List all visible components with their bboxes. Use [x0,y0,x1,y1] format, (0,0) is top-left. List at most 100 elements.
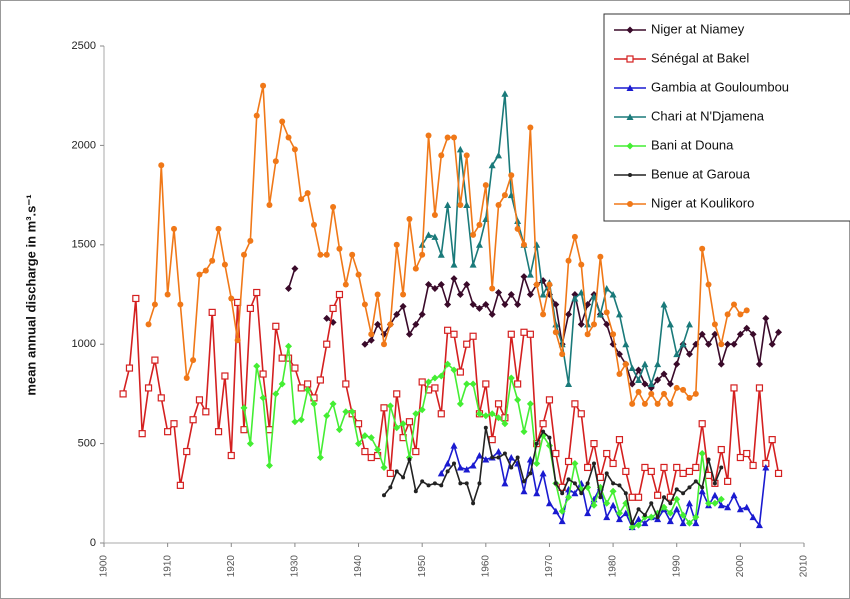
data-point [439,483,444,488]
data-point [470,231,477,238]
data-point [426,483,431,488]
data-point [673,505,681,513]
data-point [316,376,324,384]
data-point [590,501,598,509]
data-point [335,290,344,299]
data-point [298,196,305,203]
data-point [387,321,394,328]
data-point [469,461,477,469]
data-point [667,400,674,407]
series-line [243,346,722,529]
data-point [552,449,560,458]
data-point [514,217,522,224]
data-point [291,265,299,273]
legend-label: Niger at Niamey [651,21,745,36]
data-point [285,342,293,350]
y-axis-label: mean annual discharge in m³.s⁻¹ [23,194,38,395]
data-point [272,390,280,398]
data-point [381,341,387,348]
x-tick-label: 1900 [99,555,110,578]
data-point [329,304,337,313]
data-point [660,370,668,378]
data-point [603,499,611,507]
data-point [456,400,464,408]
data-point [693,479,698,484]
data-point [692,513,700,521]
series [119,288,783,501]
data-point [717,495,725,503]
x-tick-label: 1980 [608,555,619,578]
data-point [335,426,343,434]
x-tick-label: 1910 [162,555,173,578]
data-point [705,499,713,507]
data-point [514,380,522,388]
data-point [762,463,770,471]
data-point [458,481,463,486]
data-point [768,436,776,444]
data-point [666,380,674,388]
legend-marker [626,113,634,120]
data-point [635,521,643,529]
data-point [501,420,509,428]
data-point [717,445,725,454]
data-point [183,374,190,381]
data-point [456,463,464,471]
data-point [151,301,158,308]
data-point [418,310,426,318]
series [285,265,783,392]
data-point [399,302,407,310]
data-point [394,469,399,474]
data-point [566,477,571,482]
data-point [647,467,655,476]
data-point [630,521,635,526]
x-tick-label: 2000 [735,555,746,578]
data-point [158,162,165,169]
data-point [603,449,611,458]
data-point [311,221,317,228]
data-point [490,455,495,460]
data-point [685,320,693,328]
data-point [642,513,647,518]
data-point [768,340,776,348]
data-point [507,374,515,382]
data-point [603,320,611,328]
data-point [195,396,204,404]
data-point [584,331,591,338]
data-point [456,291,464,298]
data-point [654,400,661,407]
data-point [469,261,477,268]
data-point [681,491,686,496]
y-tick-label: 1000 [72,338,96,350]
data-point [704,471,713,480]
data-point [647,380,655,387]
legend-label: Chari at N'Djamena [651,108,765,123]
data-point [259,370,267,378]
data-point [736,453,744,462]
data-point [477,481,482,486]
data-point [641,400,648,407]
data-point [291,364,299,372]
data-point [634,493,643,501]
data-point [464,481,469,486]
data-point [736,330,744,338]
data-point [546,281,553,288]
data-point [501,192,508,199]
data-point [635,515,643,523]
data-point [450,261,458,268]
data-point [475,452,483,459]
data-point [616,371,623,378]
data-point [692,519,700,527]
data-point [323,251,330,258]
series [418,90,693,387]
y-tick-label: 2500 [72,40,96,52]
data-point [374,320,382,328]
data-point [259,394,267,402]
data-point [483,425,488,430]
data-point [285,285,293,293]
data-point [539,420,547,428]
data-point [579,491,584,496]
x-tick-label: 2010 [799,555,810,578]
data-point [272,158,279,165]
data-point [444,326,452,334]
